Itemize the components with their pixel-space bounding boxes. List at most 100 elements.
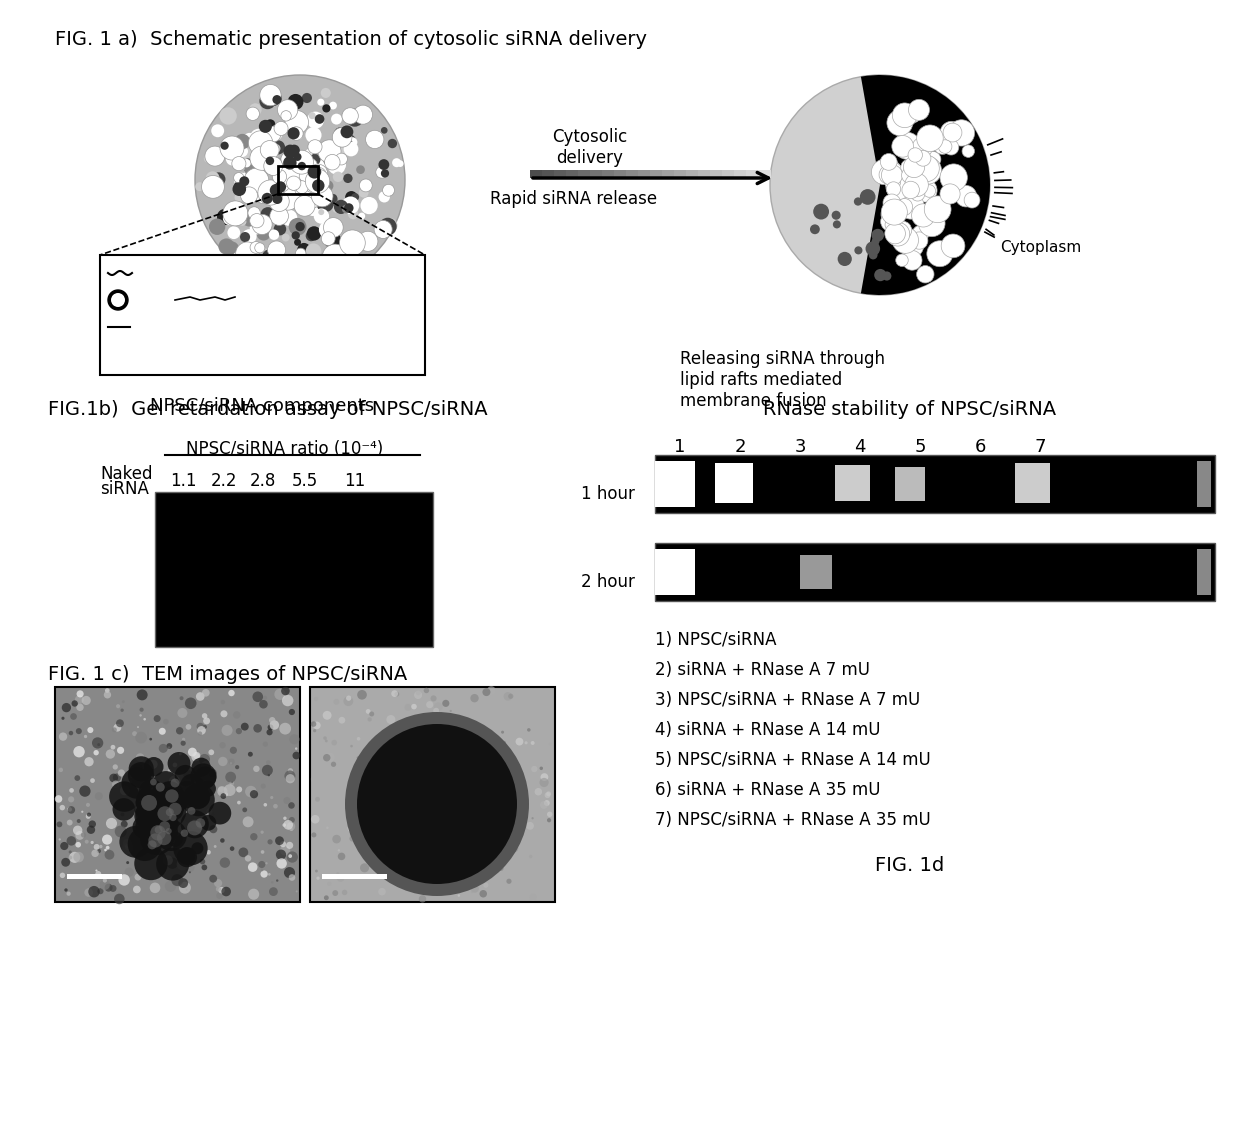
Bar	[734, 170, 746, 178]
Circle shape	[481, 856, 489, 864]
Circle shape	[294, 179, 311, 196]
Circle shape	[241, 187, 258, 204]
Circle shape	[371, 819, 373, 822]
Circle shape	[144, 757, 164, 776]
Circle shape	[471, 817, 479, 825]
Circle shape	[770, 74, 990, 296]
Circle shape	[340, 230, 366, 256]
Circle shape	[58, 732, 67, 741]
Circle shape	[435, 746, 444, 755]
Circle shape	[301, 259, 317, 275]
Circle shape	[154, 828, 162, 837]
Circle shape	[940, 184, 960, 204]
Circle shape	[311, 721, 316, 726]
Circle shape	[895, 203, 910, 218]
Circle shape	[79, 785, 91, 796]
Circle shape	[284, 820, 293, 830]
Circle shape	[949, 120, 975, 146]
Bar	[278, 166, 317, 194]
Circle shape	[339, 716, 345, 723]
Circle shape	[260, 208, 275, 222]
Circle shape	[300, 191, 306, 196]
Text: 5.5: 5.5	[291, 472, 319, 490]
Circle shape	[259, 120, 272, 133]
Circle shape	[92, 849, 99, 857]
Circle shape	[539, 767, 543, 770]
Circle shape	[308, 183, 315, 190]
Circle shape	[236, 243, 259, 265]
Circle shape	[309, 184, 315, 191]
Circle shape	[285, 184, 298, 196]
Text: Naked: Naked	[100, 465, 153, 483]
Circle shape	[295, 222, 305, 231]
Circle shape	[165, 881, 176, 892]
Circle shape	[329, 157, 346, 175]
Circle shape	[275, 836, 284, 845]
Circle shape	[113, 765, 118, 769]
Circle shape	[373, 872, 377, 874]
Circle shape	[252, 794, 254, 796]
Text: 7: 7	[1034, 438, 1045, 456]
Circle shape	[427, 702, 433, 708]
Circle shape	[311, 775, 320, 784]
Circle shape	[126, 861, 129, 864]
Circle shape	[104, 883, 113, 891]
Circle shape	[136, 799, 167, 830]
Circle shape	[179, 882, 191, 893]
Circle shape	[326, 148, 334, 155]
Text: RNase stability of NPSC/siRNA: RNase stability of NPSC/siRNA	[764, 400, 1056, 418]
Circle shape	[303, 173, 311, 182]
Circle shape	[269, 721, 279, 730]
Circle shape	[402, 797, 409, 804]
Circle shape	[73, 746, 84, 757]
Circle shape	[899, 233, 924, 257]
Circle shape	[289, 170, 303, 184]
Circle shape	[105, 688, 109, 693]
Circle shape	[455, 853, 459, 856]
Bar	[626, 170, 639, 178]
Circle shape	[69, 788, 74, 793]
Circle shape	[299, 170, 310, 182]
Circle shape	[241, 723, 249, 731]
Circle shape	[420, 731, 428, 739]
Circle shape	[275, 849, 286, 860]
Circle shape	[342, 196, 360, 214]
Text: 5) NPSC/siRNA + RNase A 14 mU: 5) NPSC/siRNA + RNase A 14 mU	[655, 751, 931, 769]
Circle shape	[324, 194, 339, 209]
Text: Cytosolic
delivery: Cytosolic delivery	[552, 127, 627, 167]
Text: 2) siRNA + RNase A 7 mU: 2) siRNA + RNase A 7 mU	[655, 661, 870, 679]
Circle shape	[69, 852, 81, 863]
Circle shape	[329, 194, 337, 203]
Circle shape	[916, 265, 934, 283]
Text: 1.1: 1.1	[170, 472, 196, 490]
Circle shape	[423, 881, 432, 891]
Circle shape	[281, 191, 294, 204]
Bar	[835, 465, 870, 501]
Circle shape	[315, 796, 320, 802]
Circle shape	[316, 160, 326, 171]
Circle shape	[356, 797, 358, 801]
Circle shape	[68, 796, 74, 802]
Circle shape	[268, 839, 273, 845]
Circle shape	[376, 166, 388, 178]
Circle shape	[378, 191, 389, 203]
Circle shape	[206, 171, 219, 185]
Circle shape	[88, 820, 95, 828]
Circle shape	[87, 728, 93, 733]
Circle shape	[67, 807, 76, 813]
Circle shape	[281, 695, 294, 706]
Circle shape	[291, 161, 309, 178]
Circle shape	[541, 773, 548, 781]
Circle shape	[877, 160, 901, 184]
Circle shape	[268, 125, 283, 141]
Circle shape	[324, 153, 331, 160]
Circle shape	[281, 152, 295, 167]
Circle shape	[376, 795, 381, 800]
Circle shape	[273, 804, 278, 809]
Circle shape	[305, 166, 327, 187]
Circle shape	[288, 157, 305, 175]
Circle shape	[257, 227, 270, 240]
Circle shape	[894, 221, 911, 239]
Circle shape	[910, 187, 925, 201]
Circle shape	[156, 783, 165, 792]
